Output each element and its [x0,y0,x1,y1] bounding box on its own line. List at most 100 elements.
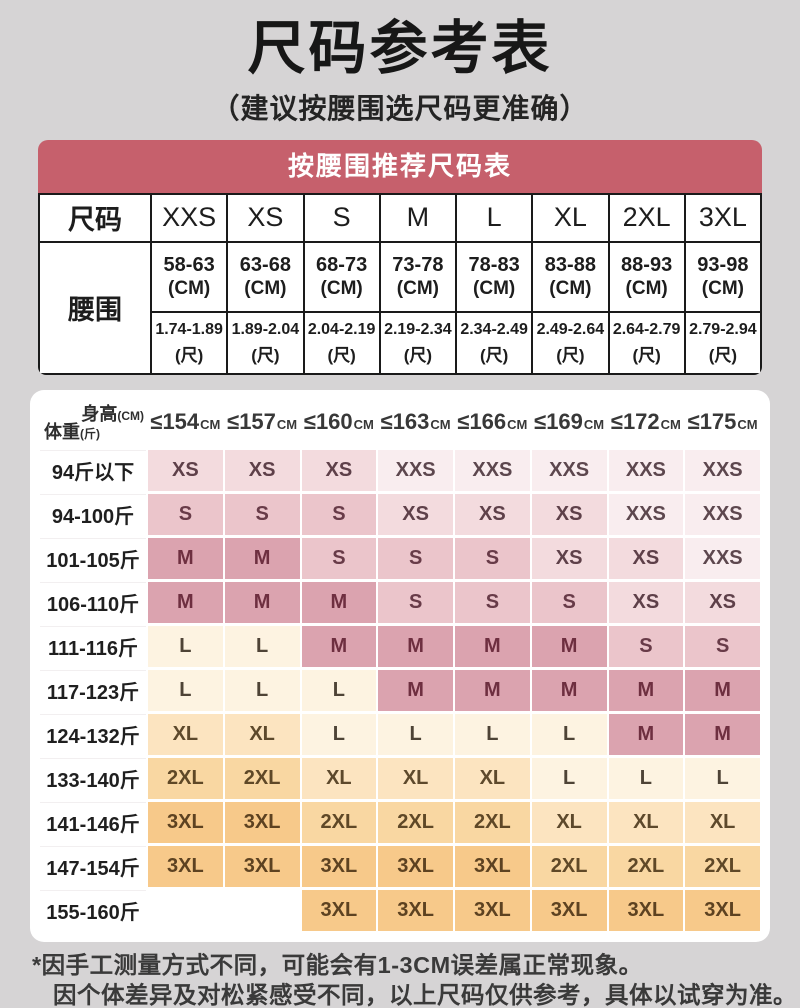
size-cell: M [531,669,607,711]
size-cell: 3XL [455,889,530,931]
height-value: ≤166 [457,408,507,434]
size-cell: L [148,669,223,711]
size-cell: XXS [378,449,453,491]
size-cell: XS [608,581,684,623]
height-weight-size-table: 身高(CM) 体重(斤) ≤154CM ≤157CM ≤160CM ≤163CM ≤16… [38,393,762,934]
size-cell: M [608,713,684,755]
height-value: ≤157 [227,408,276,434]
size-cell: S [455,581,530,623]
chi-range-value: 2.34-2.49 [460,320,528,338]
waist-cm-cell: 73-78 (CM) [378,240,458,313]
size-cell: 2XL [455,801,530,843]
size-cell: S [455,537,530,579]
size-col-header: 2XL [607,192,686,243]
matrix-row: 155-160斤 3XL 3XL 3XL 3XL 3XL 3XL [40,889,760,931]
size-cell: M [685,669,760,711]
size-cell: 3XL [531,889,607,931]
size-cell: 2XL [608,845,684,887]
waist-chi-cell: 1.89-2.04 (尺) [226,310,305,375]
size-cell: L [455,713,530,755]
size-cell: L [685,757,760,799]
footnote-line1: *因手工测量方式不同，可能会有1-3CM误差属正常现象。 [32,951,643,978]
size-cell: XL [301,757,377,799]
waist-cm-cell: 83-88 (CM) [531,240,610,313]
size-cell: XS [455,493,530,535]
size-cell: XXS [608,449,684,491]
waist-size-card: 按腰围推荐尺码表 尺码 XXS XS S M L XL 2XL 3XL 腰围 58-63 (CM… [38,139,762,375]
waist-cm-cell: 63-68 (CM) [226,240,305,313]
height-value: ≤160 [303,408,353,434]
chi-unit-label: (尺) [708,345,738,365]
matrix-row: 101-105斤 M M S S S XS XS XXS [40,537,760,579]
size-cell: 3XL [301,845,377,887]
waist-chi-cell: 2.64-2.79 (尺) [607,310,686,375]
waist-table-title: 按腰围推荐尺码表 [38,139,762,193]
matrix-row: 94斤以下 XS XS XS XXS XXS XXS XXS XXS [40,449,760,491]
weight-row-label: 155-160斤 [40,889,146,931]
height-unit: CM [583,416,605,432]
size-cell: 3XL [224,801,300,843]
cm-range-value: 63-68 [239,254,291,277]
size-cell: 3XL [224,845,300,887]
cm-range-value: 73-78 [392,254,444,277]
height-value: ≤175 [687,408,737,434]
size-cell: 3XL [301,889,377,931]
size-cell: S [378,537,453,579]
size-cell: L [224,669,300,711]
size-cell: XXS [531,449,607,491]
weight-row-label: 106-110斤 [40,581,146,623]
chi-unit-label: (尺) [479,345,509,365]
size-cell: XL [455,757,530,799]
size-col-header: XL [531,192,610,243]
size-cell: 2XL [531,845,607,887]
height-col-header: ≤154CM [148,396,223,447]
height-unit: CM [276,416,298,432]
size-cell: XS [224,449,300,491]
size-cell: XXS [685,537,760,579]
waist-table-wrap: 尺码 XXS XS S M L XL 2XL 3XL 腰围 58-63 (CM) 63-68 (CM… [38,192,762,375]
size-cell: L [608,757,684,799]
size-cell: S [224,493,300,535]
chi-unit-label: (尺) [174,345,204,365]
matrix-row: 106-110斤 M M M S S S XS XS [40,581,760,623]
height-header-row: 身高(CM) 体重(斤) ≤154CM ≤157CM ≤160CM ≤163CM ≤16… [40,396,760,447]
size-cell: 2XL [685,845,760,887]
chi-unit-label: (尺) [556,345,585,365]
height-col-header: ≤157CM [224,396,300,447]
size-cell: XL [378,757,453,799]
matrix-row: 141-146斤 3XL 3XL 2XL 2XL 2XL XL XL XL [40,801,760,843]
size-cell: XL [531,801,607,843]
size-cell: L [301,713,377,755]
height-value: ≤163 [380,408,430,434]
size-cell: L [531,713,607,755]
matrix-row: 133-140斤 2XL 2XL XL XL XL L L L [40,757,760,799]
size-cell: XS [148,449,223,491]
corner-weight-label: 体重(斤) [44,421,100,442]
size-cell: XS [378,493,453,535]
waist-row-label: 腰围 [38,240,152,375]
height-unit: CM [507,416,528,432]
size-header-row: 尺码 XXS XS S M L XL 2XL 3XL [38,192,762,243]
size-cell: XXS [455,449,530,491]
weight-row-label: 117-123斤 [40,669,146,711]
size-cell: M [455,669,530,711]
cm-range-value: 78-83 [468,254,520,277]
cm-range-value: 68-73 [316,254,368,277]
page-subtitle: （建议按腰围选尺码更准确） [211,92,589,124]
cm-unit-label: (CM) [473,278,516,300]
height-col-header: ≤163CM [378,396,453,447]
waist-chi-cell: 1.74-1.89 (尺) [149,310,229,375]
size-col-header: L [454,192,534,243]
weight-row-label: 94-100斤 [40,493,146,535]
chi-unit-label: (尺) [403,345,433,365]
chi-range-value: 2.79-2.94 [689,320,757,338]
matrix-row: 94-100斤 S S S XS XS XS XXS XXS [40,493,760,535]
cm-range-value: 58-63 [163,254,215,277]
size-cell: XL [685,801,760,843]
size-cell: 3XL [148,845,223,887]
size-cell: M [148,581,223,623]
size-cell: M [378,625,453,667]
size-cell: XL [224,713,300,755]
size-cell: S [301,537,377,579]
waist-cm-cell: 88-93 (CM) [607,240,686,313]
